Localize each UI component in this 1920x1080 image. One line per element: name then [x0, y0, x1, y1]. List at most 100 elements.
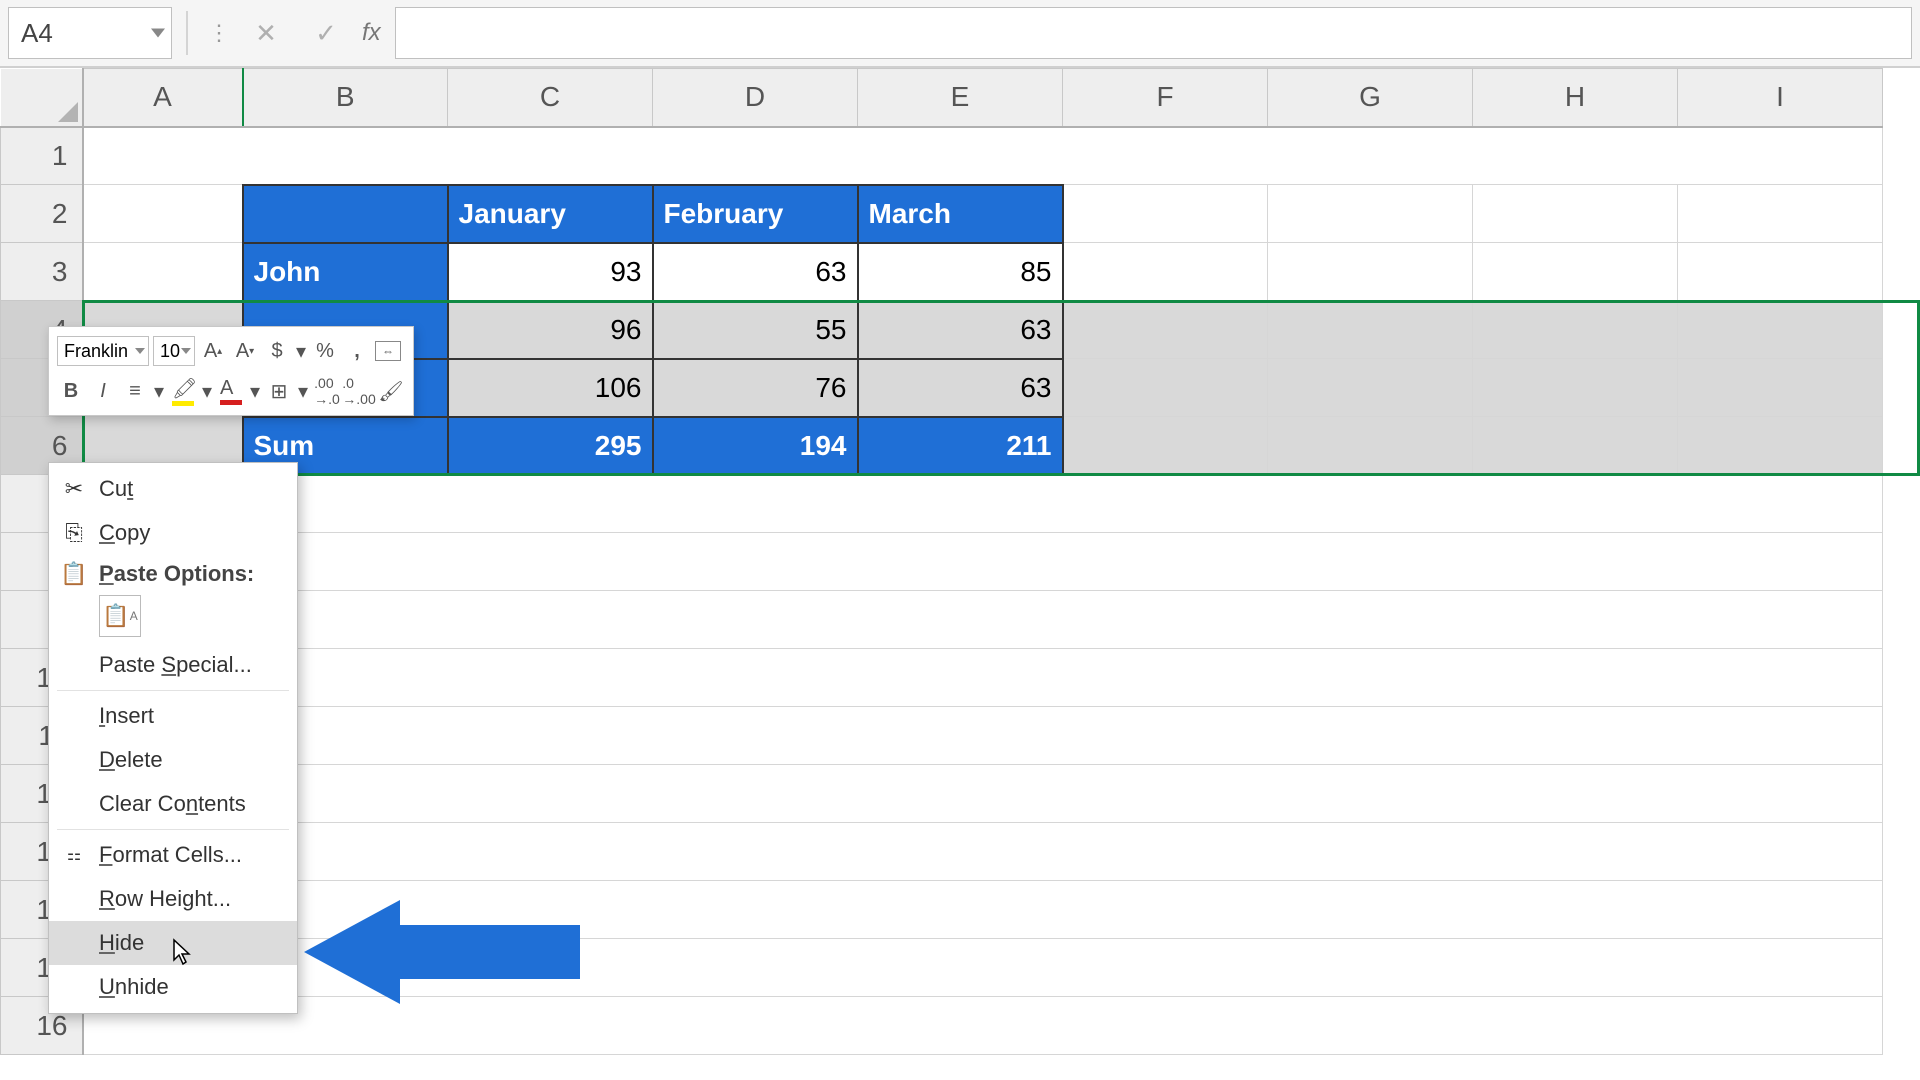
col-header-H[interactable]: H: [1473, 69, 1678, 127]
table-corner[interactable]: [243, 185, 448, 243]
align-icon[interactable]: ≡: [121, 377, 149, 405]
cell[interactable]: [1678, 301, 1883, 359]
dropdown-icon[interactable]: ▾: [153, 377, 165, 405]
bold-button[interactable]: B: [57, 377, 85, 405]
menu-row-height[interactable]: Row Height...: [49, 877, 297, 921]
col-header-G[interactable]: G: [1268, 69, 1473, 127]
data-cell[interactable]: 63: [653, 243, 858, 301]
menu-delete[interactable]: Delete: [49, 738, 297, 782]
col-header-A[interactable]: A: [83, 69, 243, 127]
data-cell[interactable]: 85: [858, 243, 1063, 301]
cell[interactable]: [1268, 243, 1473, 301]
data-cell[interactable]: 55: [653, 301, 858, 359]
increase-font-icon[interactable]: A▴: [199, 337, 227, 365]
cell[interactable]: [1063, 417, 1268, 475]
col-header-C[interactable]: C: [448, 69, 653, 127]
data-cell[interactable]: 63: [858, 301, 1063, 359]
cell[interactable]: [83, 185, 243, 243]
cell[interactable]: [83, 997, 1883, 1055]
cell[interactable]: [83, 707, 1883, 765]
cell[interactable]: [1268, 417, 1473, 475]
comma-icon[interactable]: ,: [343, 337, 371, 365]
cell[interactable]: [83, 649, 1883, 707]
cell[interactable]: [83, 127, 1883, 185]
row-header-3[interactable]: 3: [1, 243, 83, 301]
cell[interactable]: [1473, 185, 1678, 243]
font-selector[interactable]: Franklin: [57, 336, 149, 366]
dropdown-icon[interactable]: ▾: [249, 377, 261, 405]
confirm-icon[interactable]: ✓: [306, 13, 346, 53]
month-header[interactable]: March: [858, 185, 1063, 243]
col-header-E[interactable]: E: [858, 69, 1063, 127]
cell[interactable]: [83, 533, 1883, 591]
increase-decimal-icon[interactable]: .0→.00: [345, 377, 373, 405]
select-all-corner[interactable]: [1, 69, 83, 127]
sum-cell[interactable]: 211: [858, 417, 1063, 475]
name-box-dropdown-icon[interactable]: [151, 29, 165, 38]
cell[interactable]: [1063, 243, 1268, 301]
cell[interactable]: [83, 765, 1883, 823]
merge-icon[interactable]: ⇔: [375, 341, 401, 361]
dropdown-icon[interactable]: ▾: [201, 377, 213, 405]
currency-icon[interactable]: $: [263, 337, 291, 365]
sum-cell[interactable]: 194: [653, 417, 858, 475]
cell[interactable]: [1063, 359, 1268, 417]
row-header-1[interactable]: 1: [1, 127, 83, 185]
paste-button[interactable]: 📋A: [99, 595, 141, 637]
cell[interactable]: [1473, 359, 1678, 417]
cell[interactable]: [83, 823, 1883, 881]
data-cell[interactable]: 96: [448, 301, 653, 359]
name-box[interactable]: A4: [8, 7, 172, 59]
col-header-I[interactable]: I: [1678, 69, 1883, 127]
cell[interactable]: [83, 591, 1883, 649]
decrease-decimal-icon[interactable]: .00→.0: [313, 377, 341, 405]
menu-clear-contents[interactable]: Clear Contents: [49, 782, 297, 826]
cell[interactable]: [1063, 301, 1268, 359]
cell[interactable]: [1268, 185, 1473, 243]
cell[interactable]: [1473, 417, 1678, 475]
menu-insert[interactable]: Insert: [49, 694, 297, 738]
cancel-icon[interactable]: ✕: [246, 13, 286, 53]
col-header-D[interactable]: D: [653, 69, 858, 127]
cell[interactable]: [1473, 301, 1678, 359]
row-name[interactable]: John: [243, 243, 448, 301]
percent-icon[interactable]: %: [311, 337, 339, 365]
font-color-icon[interactable]: A: [217, 377, 245, 405]
cell[interactable]: [1678, 243, 1883, 301]
font-size-selector[interactable]: 10: [153, 336, 195, 366]
dropdown-icon[interactable]: ▾: [297, 377, 309, 405]
italic-button[interactable]: I: [89, 377, 117, 405]
border-icon[interactable]: ⊞: [265, 377, 293, 405]
data-cell[interactable]: 106: [448, 359, 653, 417]
cell[interactable]: [83, 243, 243, 301]
cell[interactable]: [1063, 185, 1268, 243]
cell[interactable]: [83, 475, 1883, 533]
row-header-2[interactable]: 2: [1, 185, 83, 243]
menu-cut[interactable]: ✂ Cut: [49, 467, 297, 511]
col-header-F[interactable]: F: [1063, 69, 1268, 127]
data-cell[interactable]: 63: [858, 359, 1063, 417]
menu-format-cells[interactable]: ⚏ Format Cells...: [49, 833, 297, 877]
format-painter-icon[interactable]: 🖌: [377, 377, 405, 405]
data-cell[interactable]: 93: [448, 243, 653, 301]
dropdown-icon[interactable]: ▾: [295, 337, 307, 365]
highlight-color-icon[interactable]: 🖍: [169, 377, 197, 405]
cell[interactable]: [1268, 301, 1473, 359]
month-header[interactable]: February: [653, 185, 858, 243]
cell[interactable]: [1473, 243, 1678, 301]
data-cell[interactable]: 76: [653, 359, 858, 417]
menu-copy[interactable]: ⎘ Copy: [49, 511, 297, 555]
menu-paste-special[interactable]: Paste Special...: [49, 643, 297, 687]
month-header[interactable]: January: [448, 185, 653, 243]
cell[interactable]: [1678, 417, 1883, 475]
decrease-font-icon[interactable]: A▾: [231, 337, 259, 365]
menu-dots-icon[interactable]: ⋮: [202, 20, 236, 46]
cell[interactable]: [1678, 359, 1883, 417]
sum-cell[interactable]: 295: [448, 417, 653, 475]
cell[interactable]: [1268, 359, 1473, 417]
col-header-B[interactable]: B: [243, 69, 448, 127]
fx-label[interactable]: fx: [362, 19, 381, 47]
formula-input[interactable]: [395, 7, 1912, 59]
menu-unhide[interactable]: Unhide: [49, 965, 297, 1009]
cell[interactable]: [1678, 185, 1883, 243]
